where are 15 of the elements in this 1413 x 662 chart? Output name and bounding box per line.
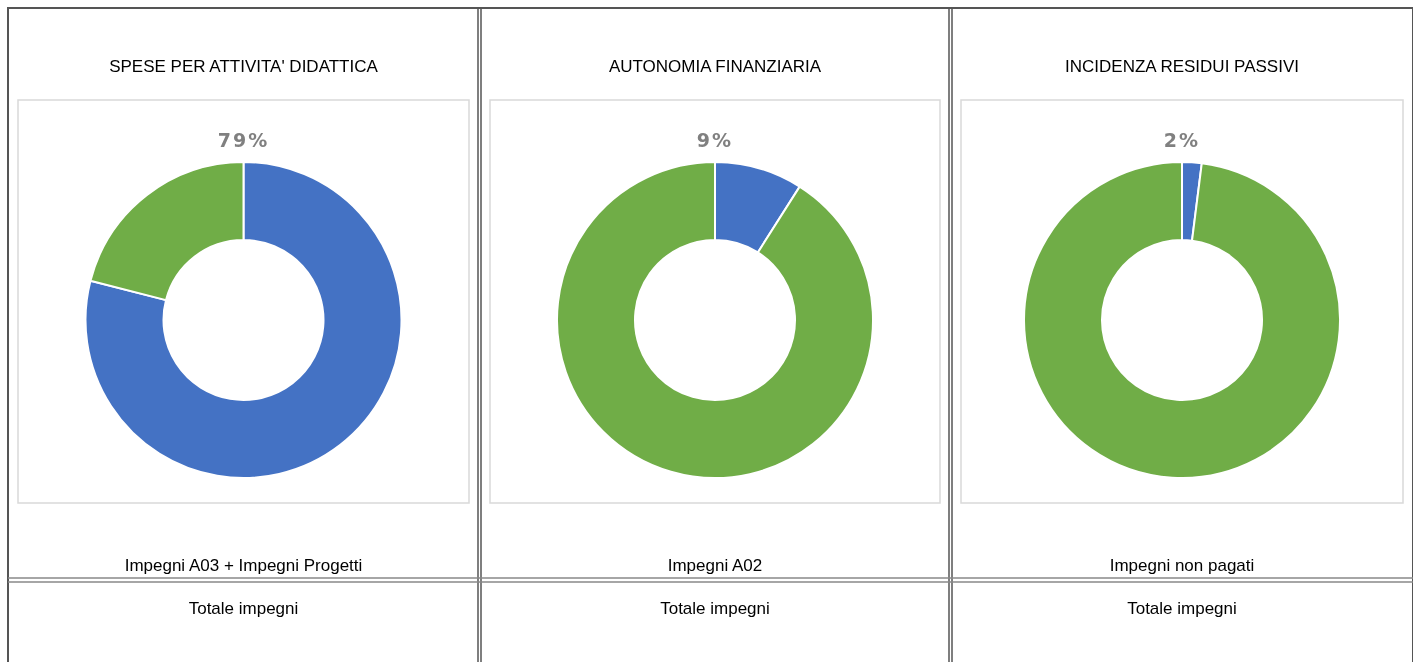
data-label: 79%: [217, 129, 270, 151]
donut-slice: [1023, 161, 1341, 479]
text: Impegni A02: [667, 556, 763, 575]
text: Totale impegni: [1127, 599, 1237, 618]
data-label: 2%: [1163, 129, 1201, 151]
chart-title: AUTONOMIA FINANZIARIA: [608, 57, 822, 76]
chart-title: SPESE PER ATTIVITA' DIDATTICA: [109, 57, 379, 76]
data-label: 9%: [696, 129, 734, 151]
chart-title: INCIDENZA RESIDUI PASSIVI: [1065, 57, 1299, 76]
donut-slice: [556, 161, 874, 479]
donut-slice: [84, 161, 403, 479]
text: Impegni A03 + Impegni Progetti: [124, 556, 363, 575]
text: Totale impegni: [660, 599, 770, 618]
text: Totale impegni: [188, 599, 299, 618]
text: Impegni non pagati: [1109, 556, 1255, 575]
